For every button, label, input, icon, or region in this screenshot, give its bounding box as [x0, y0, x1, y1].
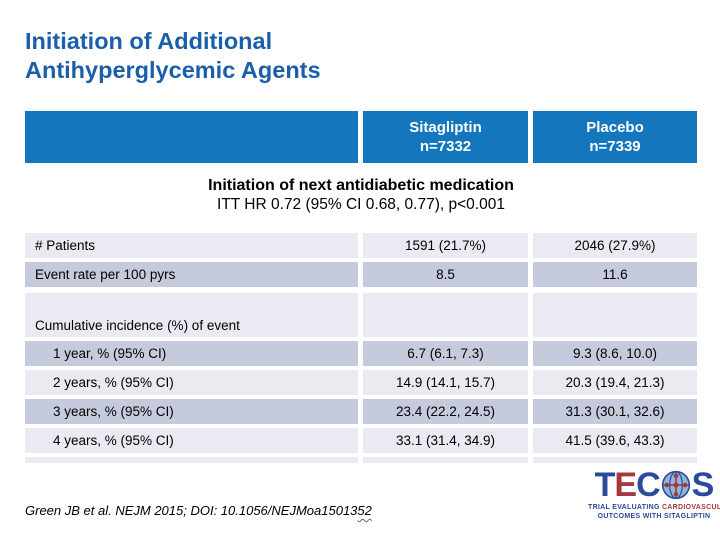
globe-crosshair-icon [661, 470, 691, 500]
row-label: Cumulative incidence (%) of event [25, 293, 358, 337]
row-value-placebo: 9.3 (8.6, 10.0) [533, 341, 697, 366]
table-row-2-years: 2 years, % (95% CI) 14.9 (14.1, 15.7) 20… [25, 370, 697, 395]
table-row-event-rate: Event rate per 100 pyrs 8.5 11.6 [25, 262, 697, 287]
row-value-placebo [533, 293, 697, 337]
table-body: # Patients 1591 (21.7%) 2046 (27.9%) Eve… [25, 233, 697, 463]
row-value-sitagliptin: 1591 (21.7%) [363, 233, 528, 258]
row-value-sitagliptin: 8.5 [363, 262, 528, 287]
row-value-sitagliptin: 6.7 (6.1, 7.3) [363, 341, 528, 366]
header-empty-cell [25, 111, 358, 163]
header-sitagliptin-name: Sitagliptin [409, 119, 482, 136]
results-table: Sitagliptin n=7332 Placebo n=7339 Initia… [25, 111, 697, 463]
citation: Green JB et al. NEJM 2015; DOI: 10.1056/… [25, 503, 372, 518]
row-value-sitagliptin: 33.1 (31.4, 34.9) [363, 428, 528, 453]
header-placebo: Placebo n=7339 [533, 111, 697, 163]
table-row-3-years: 3 years, % (95% CI) 23.4 (22.2, 24.5) 31… [25, 399, 697, 424]
logo-letter-t: T [594, 466, 616, 504]
row-value-sitagliptin: 23.4 (22.2, 24.5) [363, 399, 528, 424]
tagline-red-part: CARDIOVASCULAR [661, 504, 720, 511]
table-header-row: Sitagliptin n=7332 Placebo n=7339 [25, 111, 697, 163]
header-sitagliptin: Sitagliptin n=7332 [363, 111, 528, 163]
table-row-1-year: 1 year, % (95% CI) 6.7 (6.1, 7.3) 9.3 (8… [25, 341, 697, 366]
subheader-line1: Initiation of next antidiabetic medicati… [208, 177, 514, 194]
row-label: 3 years, % (95% CI) [25, 399, 358, 424]
table-bottom-strip [25, 457, 697, 463]
header-sitagliptin-n: n=7332 [419, 138, 472, 155]
table-row-4-years: 4 years, % (95% CI) 33.1 (31.4, 34.9) 41… [25, 428, 697, 453]
table-row-patients: # Patients 1591 (21.7%) 2046 (27.9%) [25, 233, 697, 258]
slide-number: 52 [357, 503, 372, 518]
logo-letter-s: S [691, 466, 715, 504]
row-value-placebo: 31.3 (30.1, 32.6) [533, 399, 697, 424]
row-value-placebo: 20.3 (19.4, 21.3) [533, 370, 697, 395]
row-value-sitagliptin [363, 293, 528, 337]
logo-letter-c: C [636, 466, 661, 504]
logo-letter-e: E [614, 466, 637, 504]
citation-text: Green JB et al. NEJM 2015; DOI: 10.1056/… [25, 503, 358, 518]
row-label: Event rate per 100 pyrs [25, 262, 358, 287]
tecos-logo: T E C S TRIAL [588, 466, 720, 521]
logo-tagline-line2: OUTCOMES WITH SITAGLIPTIN [597, 512, 711, 520]
header-placebo-name: Placebo [586, 119, 644, 136]
row-label: # Patients [25, 233, 358, 258]
tecos-logo-wordmark: T E C S [588, 466, 720, 504]
row-value-placebo: 41.5 (39.6, 43.3) [533, 428, 697, 453]
row-value-placebo: 2046 (27.9%) [533, 233, 697, 258]
row-label: 1 year, % (95% CI) [25, 341, 358, 366]
tagline-blue-part: TRIAL EVALUATING [588, 504, 662, 511]
row-label: 2 years, % (95% CI) [25, 370, 358, 395]
table-subheader: Initiation of next antidiabetic medicati… [25, 163, 697, 233]
row-value-sitagliptin: 14.9 (14.1, 15.7) [363, 370, 528, 395]
logo-tagline-line1: TRIAL EVALUATING CARDIOVASCULAR [588, 504, 720, 513]
page-title: Initiation of Additional Antihyperglycem… [25, 28, 321, 83]
header-placebo-n: n=7339 [589, 138, 641, 155]
table-row-cumulative-incidence: Cumulative incidence (%) of event [25, 293, 697, 337]
row-label: 4 years, % (95% CI) [25, 428, 358, 453]
row-value-placebo: 11.6 [533, 262, 697, 287]
subheader-line2: ITT HR 0.72 (95% CI 0.68, 0.77), p<0.001 [217, 196, 505, 213]
